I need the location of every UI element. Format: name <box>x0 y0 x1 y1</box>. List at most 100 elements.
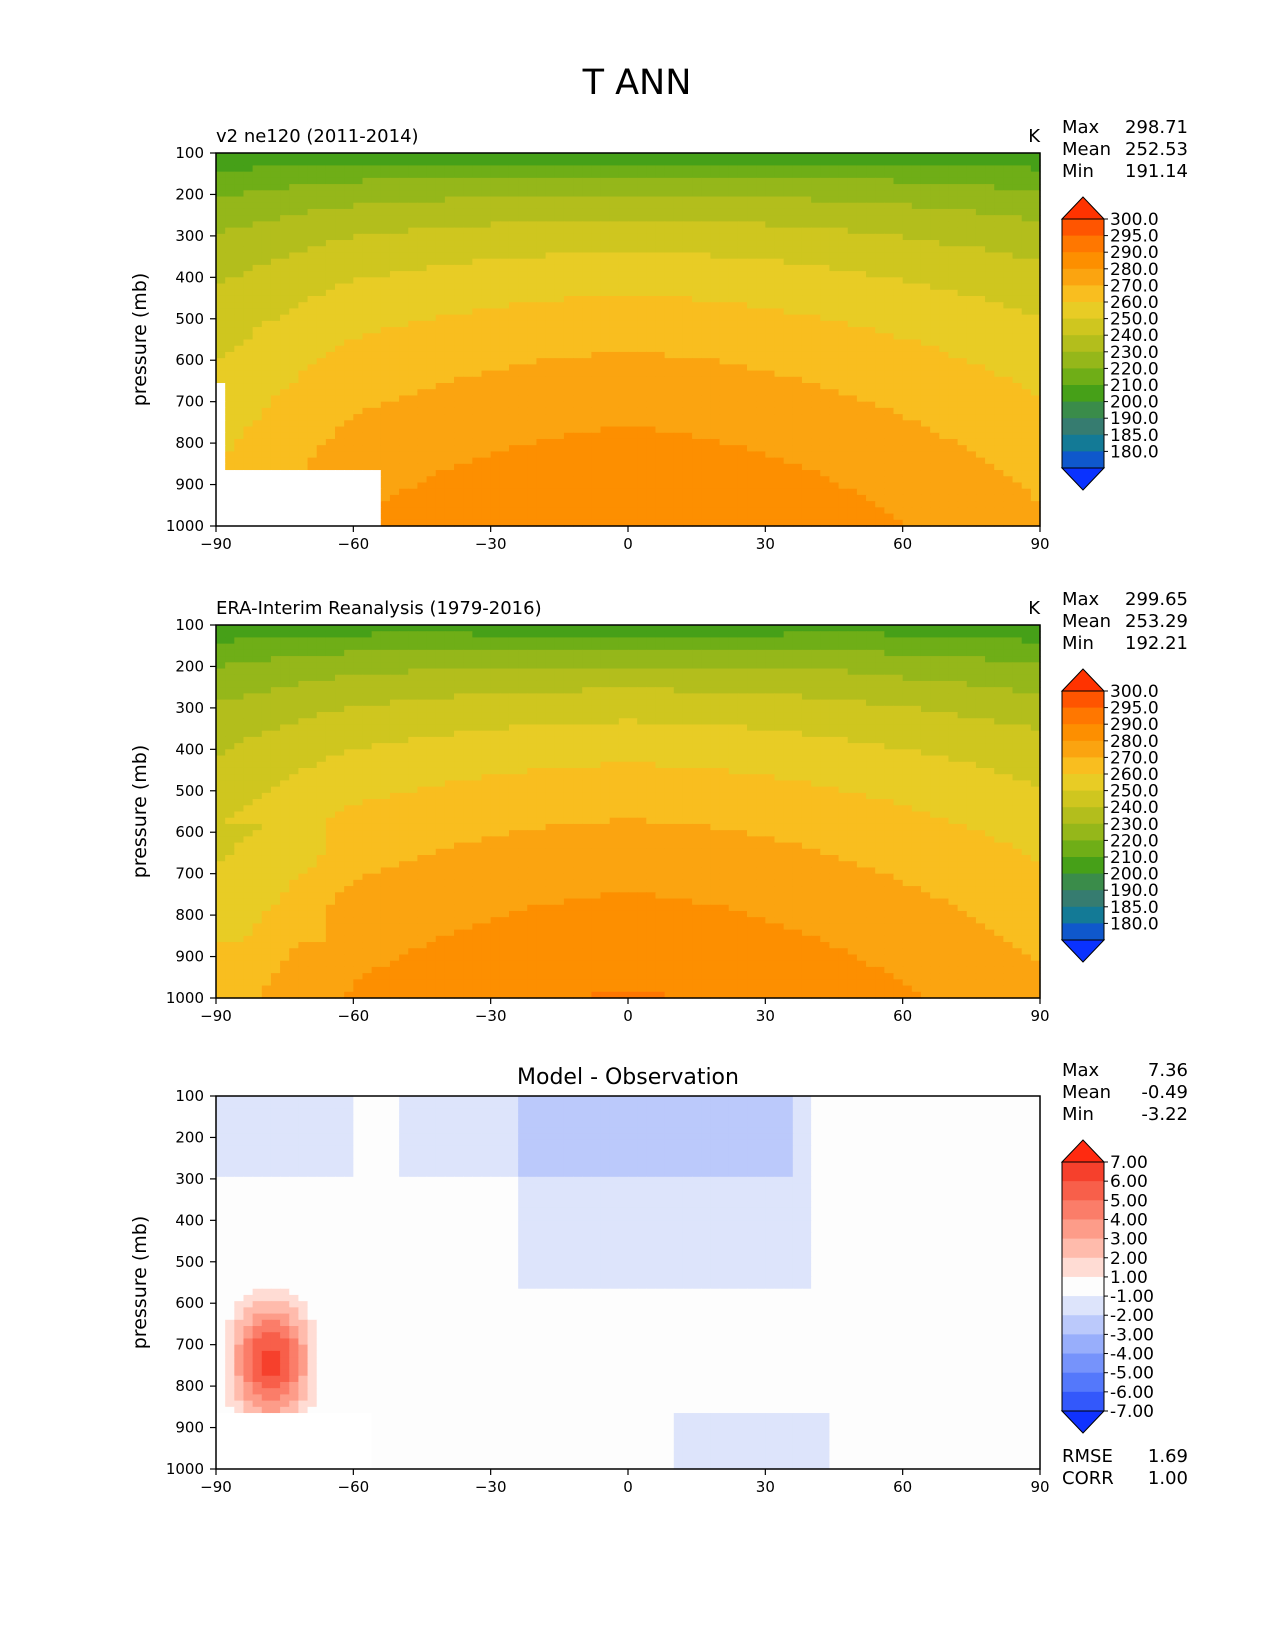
contour-cell <box>618 414 629 421</box>
contour-cell <box>417 327 428 334</box>
contour-cell <box>820 221 831 229</box>
contour-cell <box>902 476 913 484</box>
contour-cell <box>957 277 968 285</box>
contour-cell <box>1021 215 1032 222</box>
contour-cell <box>966 389 977 397</box>
contour-cell <box>838 457 849 465</box>
contour-cell <box>719 264 730 272</box>
contour-cell <box>362 457 373 465</box>
contour-cell <box>252 351 263 359</box>
contour-cell <box>591 414 602 421</box>
contour-cell <box>939 370 950 378</box>
contour-cell <box>454 457 464 465</box>
contour-cell <box>875 358 885 365</box>
contour-cell <box>920 432 931 440</box>
contour-cell <box>426 358 437 365</box>
contour-cell <box>682 196 693 204</box>
contour-cell <box>353 345 364 353</box>
contour-cell <box>289 426 299 434</box>
contour-cell <box>490 153 501 160</box>
contour-cell <box>737 401 748 409</box>
contour-cell <box>252 358 263 365</box>
contour-cell <box>829 240 840 247</box>
contour-cell <box>646 438 657 446</box>
contour-cell <box>682 438 693 446</box>
contour-cell <box>765 196 776 204</box>
contour-cell <box>554 389 565 397</box>
contour-cell <box>316 327 327 334</box>
contour-cell <box>325 295 336 303</box>
contour-cell <box>389 395 400 403</box>
contour-cell <box>463 364 473 372</box>
contour-cell <box>344 221 354 229</box>
contour-cell <box>966 339 977 347</box>
contour-cell <box>847 165 858 173</box>
contour-cell <box>261 314 272 322</box>
contour-cell <box>728 252 739 260</box>
contour-cell <box>994 327 1004 334</box>
contour-cell <box>957 488 968 496</box>
contour-cell <box>454 202 464 210</box>
contour-cell <box>975 358 986 365</box>
contour-cell <box>335 227 345 235</box>
contour-cell <box>792 351 803 359</box>
contour-cell <box>884 283 895 291</box>
contour-cell <box>481 227 492 235</box>
contour-cell <box>609 240 620 247</box>
contour-cell <box>600 165 611 173</box>
contour-cell <box>234 208 245 216</box>
contour-cell <box>582 320 592 328</box>
contour-cell <box>1003 153 1014 160</box>
contour-cell <box>719 271 730 278</box>
contour-cell <box>673 389 684 397</box>
contour-cell <box>389 252 400 260</box>
contour-cell <box>994 463 1004 471</box>
contour-cell <box>426 351 437 359</box>
contour-cell <box>499 171 510 179</box>
contour-cell <box>234 196 245 204</box>
contour-cell <box>1012 196 1023 204</box>
contour-cell <box>847 283 858 291</box>
contour-cell <box>563 451 574 459</box>
contour-cell <box>325 258 336 266</box>
contour-cell <box>692 463 702 471</box>
contour-cell <box>344 376 354 384</box>
contour-cell <box>820 165 831 173</box>
contour-cell <box>774 358 785 365</box>
contour-cell <box>1021 171 1032 179</box>
contour-cell <box>783 221 794 229</box>
contour-cell <box>737 407 748 415</box>
contour-cell <box>637 389 647 397</box>
contour-cell <box>911 389 922 397</box>
contour-cell <box>307 302 318 310</box>
contour-cell <box>280 302 290 310</box>
contour-cell <box>664 358 675 365</box>
contour-cell <box>994 271 1004 278</box>
contour-cell <box>353 240 364 247</box>
contour-cell <box>728 451 739 459</box>
contour-cell <box>664 351 675 359</box>
contour-cell <box>692 246 702 254</box>
contour-cell <box>829 227 840 235</box>
contour-cell <box>527 283 538 291</box>
contour-cell <box>399 401 409 409</box>
contour-cell <box>939 227 950 235</box>
contour-cell <box>417 320 428 328</box>
contour-cell <box>701 308 711 316</box>
contour-cell <box>664 295 675 303</box>
contour-cell <box>591 271 602 278</box>
contour-cell <box>930 426 940 434</box>
contour-cell <box>856 283 867 291</box>
contour-cell <box>389 438 400 446</box>
contour-cell <box>344 438 354 446</box>
contour-cell <box>655 327 666 334</box>
contour-cell <box>527 426 538 434</box>
contour-cell <box>847 407 858 415</box>
contour-cell <box>316 171 327 179</box>
contour-cell <box>307 283 318 291</box>
contour-cell <box>344 494 354 502</box>
contour-cell <box>234 264 245 272</box>
contour-cell <box>252 221 263 229</box>
contour-cell <box>389 283 400 291</box>
contour-cell <box>756 221 766 229</box>
